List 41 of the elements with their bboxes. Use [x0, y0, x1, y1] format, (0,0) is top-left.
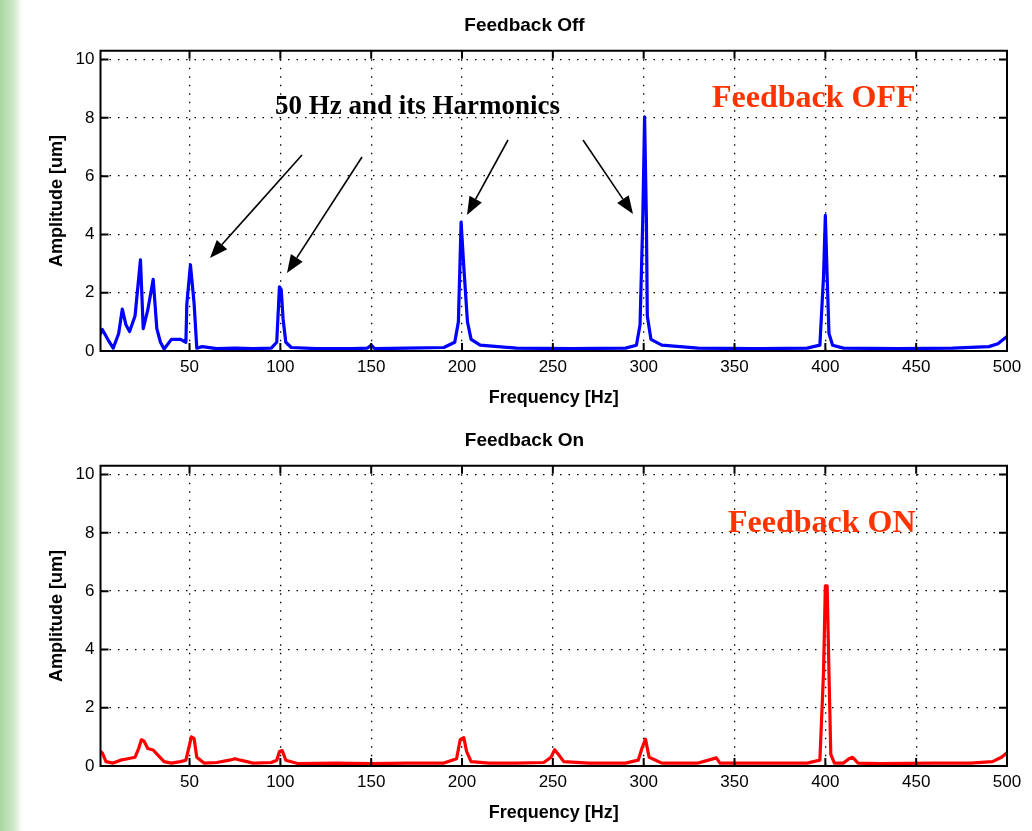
chart-title: Feedback On — [464, 428, 585, 450]
x-tick-label: 400 — [811, 356, 840, 376]
x-axis-title: Frequency [Hz] — [488, 387, 619, 408]
x-tick-label: 200 — [447, 356, 477, 376]
x-tick-label: 50 — [180, 356, 199, 376]
y-tick-label: 0 — [85, 755, 95, 775]
x-axis-title: Frequency [Hz] — [488, 802, 619, 823]
x-tick-label: 500 — [992, 771, 1022, 791]
y-axis-title: Amplitude [um] — [45, 549, 66, 682]
x-tick-label: 400 — [811, 771, 840, 791]
x-tick-label: 450 — [901, 771, 931, 791]
x-tick-label: 450 — [901, 356, 931, 376]
x-tick-label: 100 — [266, 771, 295, 791]
x-tick-label: 500 — [992, 356, 1022, 376]
y-tick-label: 4 — [85, 224, 95, 244]
annotation: Feedback OFF — [712, 78, 916, 115]
y-tick-label: 8 — [85, 522, 95, 542]
x-tick-label: 250 — [538, 771, 568, 791]
y-tick-label: 2 — [85, 697, 95, 717]
x-tick-label: 100 — [266, 356, 295, 376]
x-tick-label: 350 — [720, 771, 749, 791]
y-tick-label: 6 — [85, 165, 95, 185]
y-tick-label: 4 — [85, 639, 95, 659]
annotation: Feedback ON — [728, 503, 916, 540]
y-tick-label: 2 — [85, 282, 95, 302]
y-tick-label: 6 — [85, 580, 95, 600]
chart-title: Feedback Off — [464, 13, 586, 35]
x-tick-label: 150 — [357, 356, 386, 376]
y-tick-label: 0 — [85, 340, 95, 360]
x-tick-label: 150 — [357, 771, 386, 791]
x-tick-label: 350 — [720, 356, 749, 376]
x-tick-label: 250 — [538, 356, 568, 376]
x-tick-label: 300 — [629, 771, 658, 791]
y-tick-label: 10 — [75, 49, 95, 69]
annotation: 50 Hz and its Harmonics — [275, 90, 561, 121]
x-tick-label: 200 — [447, 771, 477, 791]
x-tick-label: 50 — [180, 771, 199, 791]
y-tick-label: 8 — [85, 107, 95, 127]
y-axis-title: Amplitude [um] — [45, 134, 66, 267]
x-tick-label: 300 — [629, 356, 658, 376]
y-tick-label: 10 — [75, 464, 95, 484]
